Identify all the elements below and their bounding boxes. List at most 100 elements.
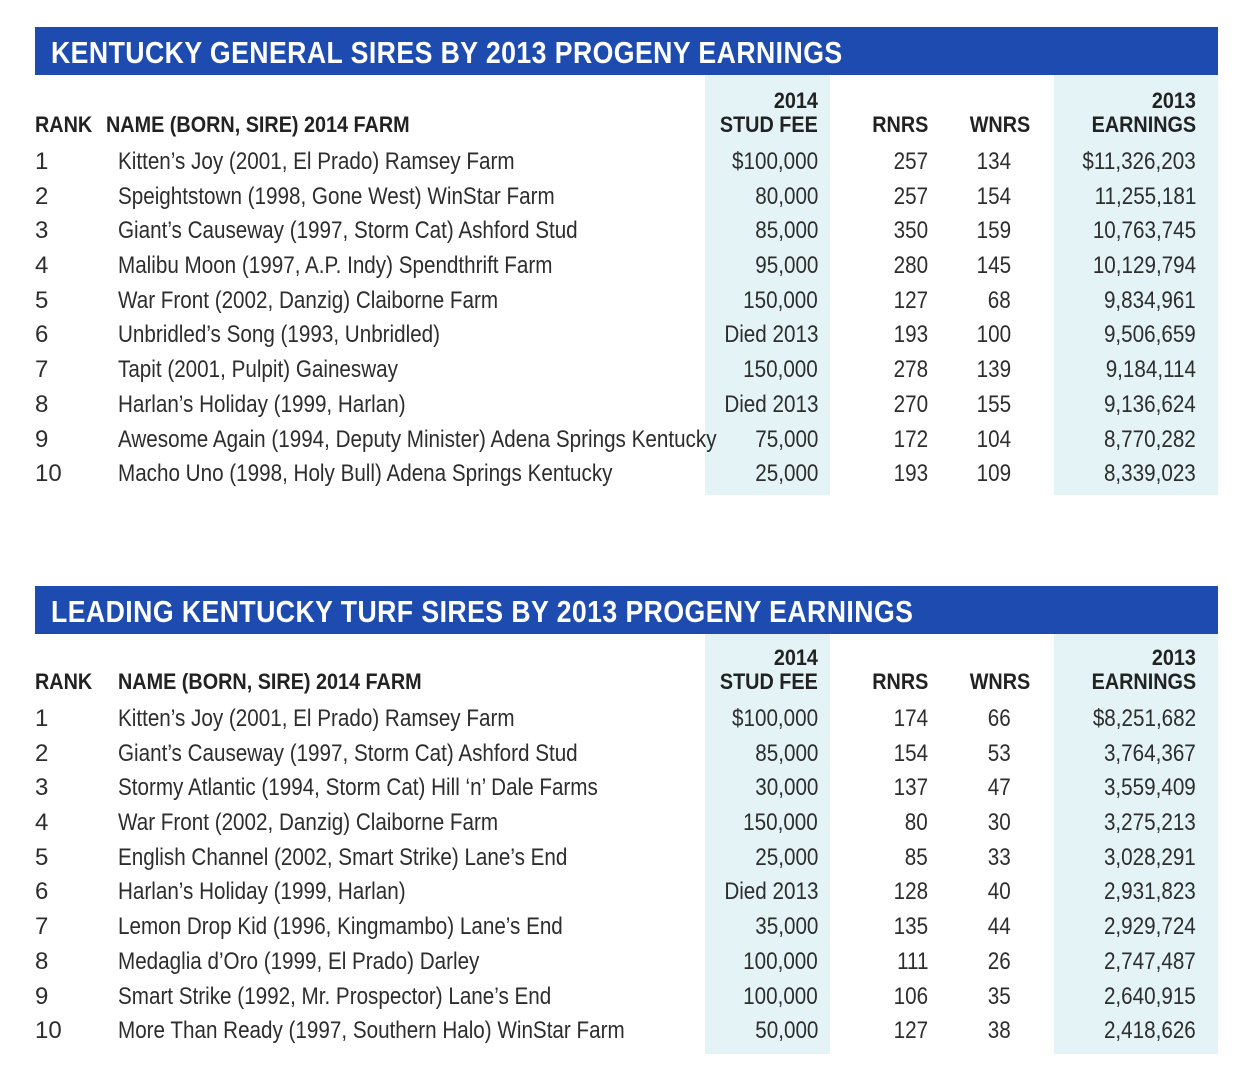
earnings-cell: 8,339,023 bbox=[1104, 460, 1196, 488]
runners-cell: 111 bbox=[896, 947, 928, 975]
fee-cell: 85,000 bbox=[754, 739, 818, 767]
name-cell: More Than Ready (1997, Southern Halo) Wi… bbox=[118, 1017, 625, 1045]
name-cell: English Channel (2002, Smart Strike) Lan… bbox=[118, 843, 568, 871]
table-row: 6 Unbridled’s Song (1993, Unbridled) Died … bbox=[35, 318, 1218, 353]
runners-cell: 278 bbox=[893, 356, 928, 384]
earnings-cell: 9,834,961 bbox=[1104, 286, 1196, 314]
rank-cell: 5 bbox=[35, 286, 49, 314]
winners-cell: 139 bbox=[976, 356, 1011, 384]
earnings-cell: 11,255,181 bbox=[1094, 182, 1196, 210]
fee-cell: 30,000 bbox=[754, 774, 818, 802]
table-title-banner: LEADING KENTUCKY TURF SIRES BY 2013 PROG… bbox=[35, 586, 1218, 634]
name-cell: Awesome Again (1994, Deputy Minister) Ad… bbox=[118, 425, 717, 453]
table-title-banner: KENTUCKY GENERAL SIRES BY 2013 PROGENY E… bbox=[35, 27, 1218, 75]
general-sires-table: KENTUCKY GENERAL SIRES BY 2013 PROGENY E… bbox=[35, 27, 1218, 497]
earnings-cell: 2,931,823 bbox=[1104, 878, 1196, 906]
runners-cell: 350 bbox=[893, 217, 928, 245]
rank-cell: 5 bbox=[35, 843, 49, 871]
runners-cell: 127 bbox=[893, 1017, 928, 1045]
rank-cell: 4 bbox=[35, 809, 49, 837]
name-cell: Speightstown (1998, Gone West) WinStar F… bbox=[118, 182, 555, 210]
rank-cell: 6 bbox=[35, 321, 49, 349]
earnings-cell: 10,763,745 bbox=[1092, 217, 1196, 245]
winners-cell: 154 bbox=[976, 182, 1011, 210]
name-cell: Smart Strike (1992, Mr. Prospector) Lane… bbox=[118, 982, 552, 1010]
winners-cell: 53 bbox=[988, 739, 1011, 767]
earnings-cell: $11,326,203 bbox=[1082, 148, 1196, 175]
header-fee-year: 2014 bbox=[773, 88, 818, 113]
header-earnings: EARNINGS bbox=[1091, 669, 1196, 694]
runners-cell: 137 bbox=[893, 774, 928, 802]
fee-cell: Died 2013 bbox=[723, 321, 818, 349]
name-cell: Harlan’s Holiday (1999, Harlan) bbox=[118, 390, 406, 418]
header-rank: RANK bbox=[35, 669, 93, 694]
fee-cell: 150,000 bbox=[743, 356, 818, 384]
earnings-cell: 2,418,626 bbox=[1104, 1017, 1196, 1045]
rank-cell: 1 bbox=[35, 148, 49, 175]
table-row: 9 Smart Strike (1992, Mr. Prospector) Lan… bbox=[35, 980, 1218, 1015]
earnings-column-band bbox=[1054, 75, 1218, 495]
winners-cell: 109 bbox=[976, 460, 1011, 488]
rank-cell: 2 bbox=[35, 739, 49, 767]
rank-cell: 9 bbox=[35, 982, 49, 1010]
table-row: 1 Kitten’s Joy (2001, El Prado) Ramsey Fa… bbox=[35, 145, 1218, 180]
turf-sires-table: LEADING KENTUCKY TURF SIRES BY 2013 PROG… bbox=[35, 586, 1218, 1056]
header-name: NAME (BORN, SIRE) 2014 FARM bbox=[106, 112, 410, 137]
fee-cell: $100,000 bbox=[731, 148, 818, 175]
name-cell: Tapit (2001, Pulpit) Gainesway bbox=[118, 356, 398, 384]
earnings-cell: 2,747,487 bbox=[1104, 947, 1196, 975]
runners-cell: 280 bbox=[893, 252, 928, 280]
fee-cell: 95,000 bbox=[754, 252, 818, 280]
fee-cell: 35,000 bbox=[754, 913, 818, 941]
rank-cell: 10 bbox=[35, 1017, 62, 1045]
earnings-cell: 3,275,213 bbox=[1104, 809, 1196, 837]
earnings-column-band bbox=[1054, 634, 1218, 1054]
table-row: 4 Malibu Moon (1997, A.P. Indy) Spendthri… bbox=[35, 249, 1218, 284]
earnings-cell: 3,764,367 bbox=[1104, 739, 1196, 767]
table-row: 7 Tapit (2001, Pulpit) Gainesway 150,000 27… bbox=[35, 353, 1218, 388]
header-stud-fee: STUD FEE bbox=[720, 112, 818, 137]
table-row: 5 English Channel (2002, Smart Strike) La… bbox=[35, 841, 1218, 876]
runners-cell: 85 bbox=[905, 843, 928, 871]
header-earnings-year: 2013 bbox=[1151, 88, 1196, 113]
name-cell: Giant’s Causeway (1997, Storm Cat) Ashfo… bbox=[118, 217, 578, 245]
winners-cell: 26 bbox=[988, 947, 1011, 975]
table-row: 8 Medaglia d’Oro (1999, El Prado) Darley 1… bbox=[35, 945, 1218, 980]
header-earnings-year: 2013 bbox=[1151, 645, 1196, 670]
runners-cell: 172 bbox=[893, 425, 928, 453]
name-cell: Lemon Drop Kid (1996, Kingmambo) Lane’s … bbox=[118, 913, 563, 941]
fee-cell: 25,000 bbox=[754, 460, 818, 488]
winners-cell: 66 bbox=[988, 705, 1011, 732]
name-cell: Macho Uno (1998, Holy Bull) Adena Spring… bbox=[118, 460, 613, 488]
fee-cell: Died 2013 bbox=[723, 390, 818, 418]
table-row: 1 Kitten’s Joy (2001, El Prado) Ramsey Fa… bbox=[35, 702, 1218, 737]
table-row: 10 More Than Ready (1997, Southern Halo) … bbox=[35, 1014, 1218, 1049]
earnings-cell: 2,640,915 bbox=[1104, 982, 1196, 1010]
header-name: NAME (BORN, SIRE) 2014 FARM bbox=[118, 669, 422, 694]
earnings-cell: 9,184,114 bbox=[1105, 356, 1196, 384]
name-cell: War Front (2002, Danzig) Claiborne Farm bbox=[118, 809, 499, 837]
runners-cell: 154 bbox=[893, 739, 928, 767]
runners-cell: 174 bbox=[893, 705, 928, 732]
name-cell: Kitten’s Joy (2001, El Prado) Ramsey Far… bbox=[118, 705, 515, 732]
fee-cell: 25,000 bbox=[754, 843, 818, 871]
name-cell: Kitten’s Joy (2001, El Prado) Ramsey Far… bbox=[118, 148, 515, 175]
winners-cell: 100 bbox=[976, 321, 1011, 349]
winners-cell: 159 bbox=[976, 217, 1011, 245]
stud-fee-column-band bbox=[705, 75, 830, 495]
earnings-cell: 2,929,724 bbox=[1104, 913, 1196, 941]
table-body: 1 Kitten’s Joy (2001, El Prado) Ramsey Fa… bbox=[35, 702, 1218, 1049]
name-cell: War Front (2002, Danzig) Claiborne Farm bbox=[118, 286, 499, 314]
winners-cell: 35 bbox=[988, 982, 1011, 1010]
header-rank: RANK bbox=[35, 112, 93, 137]
rank-cell: 10 bbox=[35, 460, 62, 488]
table-row: 4 War Front (2002, Danzig) Claiborne Farm… bbox=[35, 806, 1218, 841]
table-title: LEADING KENTUCKY TURF SIRES BY 2013 PROG… bbox=[51, 594, 914, 629]
fee-cell: 100,000 bbox=[743, 982, 818, 1010]
table-row: 2 Speightstown (1998, Gone West) WinStar … bbox=[35, 180, 1218, 215]
runners-cell: 193 bbox=[893, 321, 928, 349]
name-cell: Medaglia d’Oro (1999, El Prado) Darley bbox=[118, 947, 480, 975]
fee-cell: 150,000 bbox=[743, 286, 818, 314]
winners-cell: 44 bbox=[988, 913, 1011, 941]
fee-cell: $100,000 bbox=[731, 705, 818, 732]
